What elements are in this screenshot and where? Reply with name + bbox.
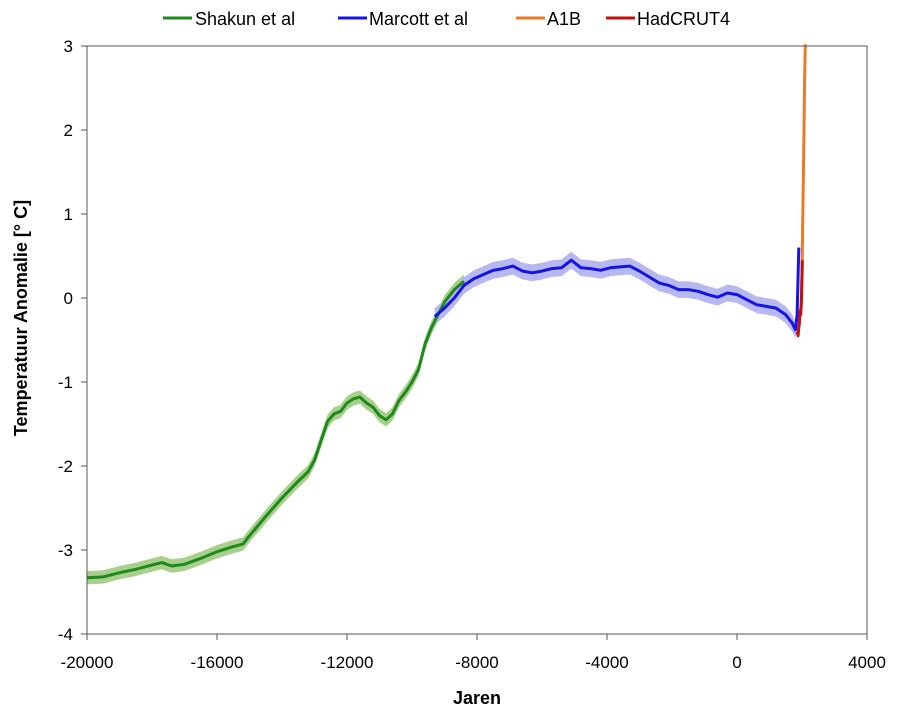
legend-entry-a1b: A1B	[516, 9, 581, 29]
uncertainty-bands	[87, 239, 799, 585]
x-tick-label: -8000	[455, 653, 498, 672]
legend-label-a1b: A1B	[547, 9, 581, 29]
y-tick-label: 3	[64, 37, 73, 56]
band-marcott-et-al	[434, 239, 799, 339]
x-tick-label: 4000	[848, 653, 886, 672]
legend-label-marcott: Marcott et al	[369, 9, 468, 29]
legend-entry-shakun: Shakun et al	[163, 9, 295, 29]
legend-label-shakun: Shakun et al	[195, 9, 295, 29]
y-tick-label: -3	[58, 541, 73, 560]
series-line-marcott-et-al	[433, 247, 801, 332]
y-tick-label: -1	[58, 373, 73, 392]
axes	[81, 45, 868, 640]
x-tick-label: -16000	[191, 653, 244, 672]
x-tick-label: 0	[732, 653, 741, 672]
y-tick-label: 2	[64, 121, 73, 140]
series-lines	[86, 44, 807, 580]
y-axis-title: Temperatuur Anomalie [° C]	[11, 200, 31, 436]
legend: Shakun et al Marcott et al A1B HadCRUT4	[163, 9, 730, 29]
legend-label-hadcrut4: HadCRUT4	[637, 9, 730, 29]
band-shakun-et-al	[87, 274, 464, 585]
y-tick-label: -2	[58, 457, 73, 476]
x-tick-label: -4000	[585, 653, 628, 672]
x-tick-labels: -20000 -16000 -12000 -8000 -4000 0 4000	[61, 653, 886, 672]
plot-frame	[86, 45, 868, 635]
legend-entry-hadcrut4: HadCRUT4	[606, 9, 730, 29]
x-tick-label: -12000	[321, 653, 374, 672]
y-tick-label: 1	[64, 205, 73, 224]
y-tick-labels: 3 2 1 0 -1 -2 -3 -4	[58, 37, 73, 644]
x-tick-label: -20000	[61, 653, 114, 672]
x-axis-title: Jaren	[453, 688, 501, 708]
series-line-hadcrut4	[795, 260, 804, 338]
y-tick-label: 0	[64, 289, 73, 308]
series-line-shakun-et-al	[86, 280, 465, 580]
y-tick-label: -4	[58, 625, 73, 644]
legend-entry-marcott: Marcott et al	[338, 9, 468, 29]
